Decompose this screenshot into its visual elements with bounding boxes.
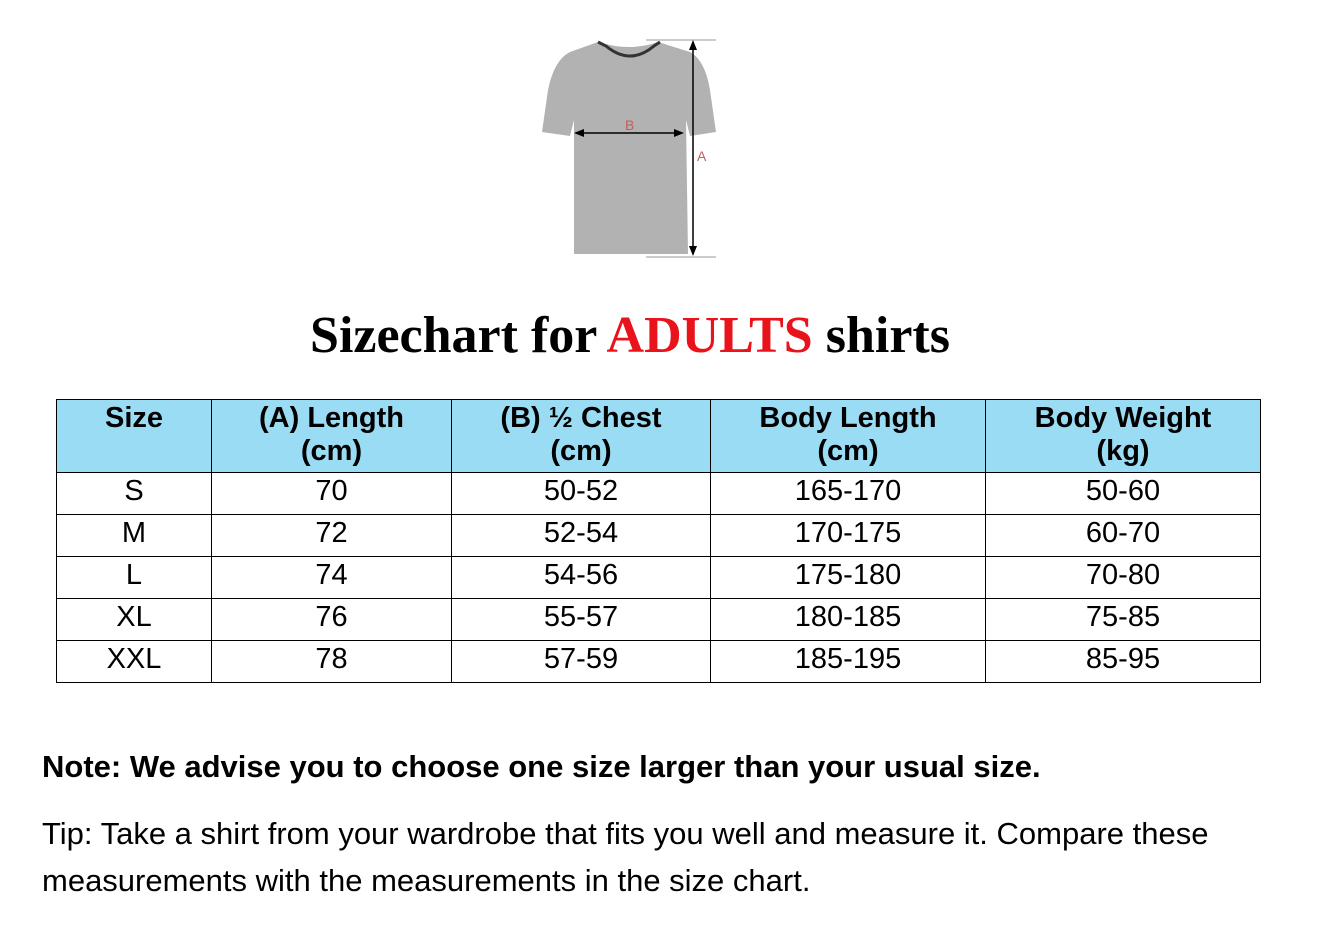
shirt-shape: [542, 42, 716, 254]
table-cell: 52-54: [451, 514, 711, 557]
table-cell: 78: [211, 640, 452, 683]
column-header: Body Weight (kg): [985, 399, 1261, 473]
table-cell: S: [56, 472, 212, 515]
table-cell: 180-185: [710, 598, 986, 641]
title-suffix: shirts: [812, 307, 950, 364]
table-cell: 85-95: [985, 640, 1261, 683]
table-cell: 70: [211, 472, 452, 515]
header-line1: (A) Length: [259, 402, 404, 434]
page-title: Sizechart for ADULTS shirts: [0, 306, 1260, 365]
table-cell: XXL: [56, 640, 212, 683]
title-highlight: ADULTS: [606, 307, 813, 364]
table-cell: M: [56, 514, 212, 557]
table-cell: XL: [56, 598, 212, 641]
tip-text: Tip: Take a shirt from your wardrobe tha…: [42, 816, 1209, 898]
shirt-measurement-diagram: B A: [542, 39, 716, 258]
column-header: Size: [56, 399, 212, 473]
table-cell: 74: [211, 556, 452, 599]
table-cell: 50-60: [985, 472, 1261, 515]
title-prefix: Sizechart for: [310, 307, 607, 364]
table-cell: 165-170: [710, 472, 986, 515]
table-cell: 50-52: [451, 472, 711, 515]
header-line2: (cm): [300, 435, 363, 467]
table-cell: 75-85: [985, 598, 1261, 641]
header-line2: (kg): [1096, 435, 1150, 467]
header-line1: Body Length: [759, 402, 937, 434]
table-cell: 55-57: [451, 598, 711, 641]
table-cell: 185-195: [710, 640, 986, 683]
header-line1: Body Weight: [1034, 402, 1212, 434]
table-cell: 57-59: [451, 640, 711, 683]
header-line1: Size: [104, 402, 164, 434]
column-header: Body Length (cm): [710, 399, 986, 473]
column-header: (A) Length (cm): [211, 399, 452, 473]
table-row: L 74 54-56 175-180 70-80: [56, 556, 1261, 599]
header-line2: (cm): [817, 435, 879, 467]
table-cell: 60-70: [985, 514, 1261, 557]
size-chart-table: Size (A) Length (cm) (B) ½ Chest (cm) Body Le…: [56, 399, 1261, 683]
table-cell: 175-180: [710, 556, 986, 599]
header-line2: (cm): [550, 435, 612, 467]
table-row: M 72 52-54 170-175 60-70: [56, 514, 1261, 557]
table-cell: 54-56: [451, 556, 711, 599]
table-cell: L: [56, 556, 212, 599]
table-cell: 70-80: [985, 556, 1261, 599]
table-row: XXL 78 57-59 185-195 85-95: [56, 640, 1261, 683]
label-b: B: [625, 117, 634, 133]
label-a: A: [697, 148, 707, 164]
table-cell: 170-175: [710, 514, 986, 557]
note-text: Note: We advise you to choose one size l…: [42, 749, 1041, 784]
table-cell: 76: [211, 598, 452, 641]
table-row: S 70 50-52 165-170 50-60: [56, 472, 1261, 515]
table-row: XL 76 55-57 180-185 75-85: [56, 598, 1261, 641]
header-line1: (B) ½ Chest: [500, 402, 662, 434]
column-header: (B) ½ Chest (cm): [451, 399, 711, 473]
table-cell: 72: [211, 514, 452, 557]
